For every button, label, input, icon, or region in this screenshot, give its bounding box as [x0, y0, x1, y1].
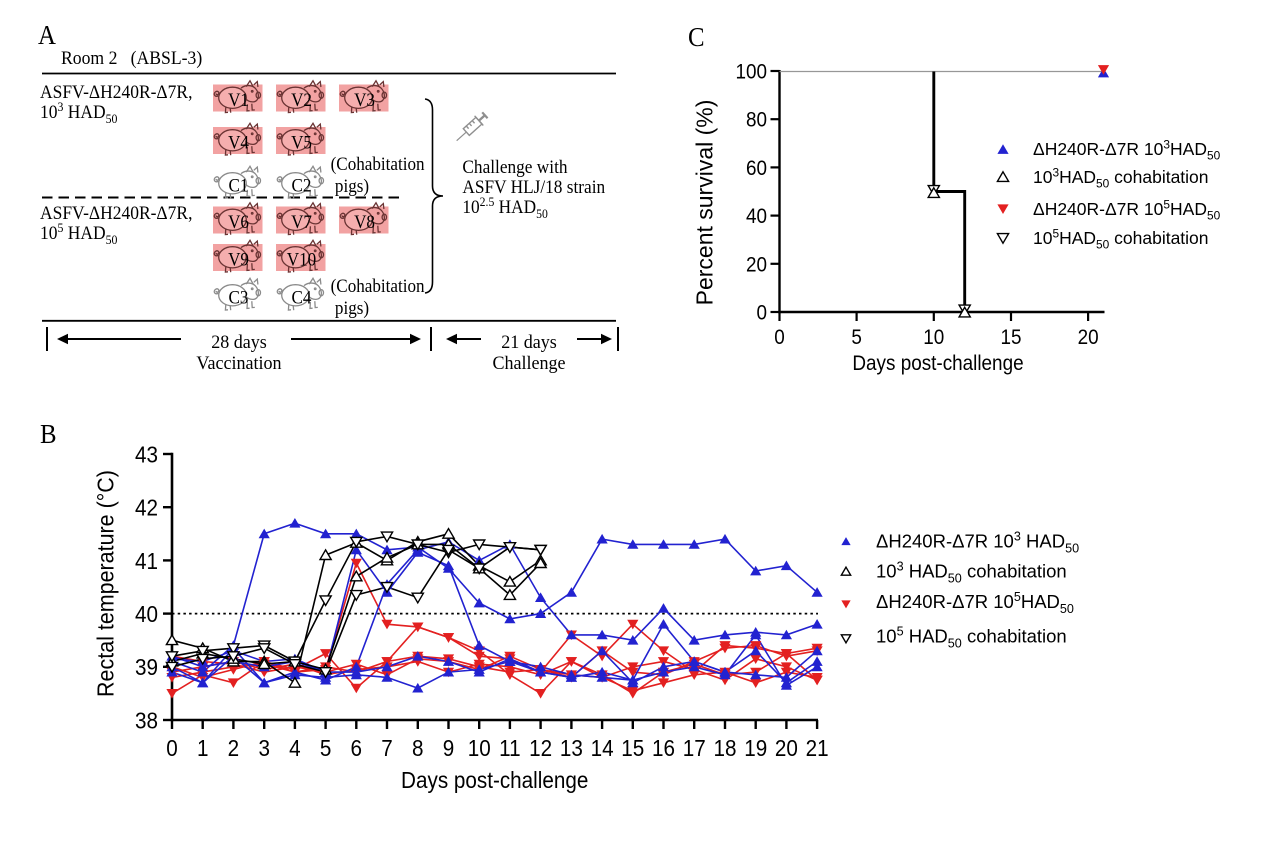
- svg-text:ASFV-ΔH240R-Δ7R,: ASFV-ΔH240R-Δ7R,: [40, 202, 192, 223]
- svg-text:105​ HAD50​: 105​ HAD50​: [40, 221, 117, 247]
- svg-text:103​HAD50​ cohabitation: 103​HAD50​ cohabitation: [1033, 166, 1209, 191]
- svg-text:19: 19: [744, 735, 767, 762]
- svg-text:0: 0: [756, 302, 767, 325]
- svg-text:18: 18: [713, 735, 736, 762]
- svg-text:V6: V6: [228, 211, 249, 232]
- svg-text:20: 20: [1078, 326, 1099, 349]
- svg-text:60: 60: [746, 157, 767, 180]
- svg-text:C1: C1: [229, 175, 249, 196]
- svg-text:pigs): pigs): [335, 297, 369, 319]
- svg-text:Room 2 (ABSL-3): Room 2 (ABSL-3): [61, 47, 202, 69]
- svg-text:0: 0: [166, 735, 178, 762]
- svg-text:V1: V1: [228, 89, 249, 110]
- svg-text:39: 39: [135, 654, 158, 681]
- svg-text:(Cohabitation: (Cohabitation: [331, 275, 425, 297]
- svg-text:11: 11: [499, 735, 520, 762]
- svg-text:(Cohabitation: (Cohabitation: [331, 153, 425, 175]
- svg-text:14: 14: [591, 735, 614, 762]
- svg-text:21: 21: [806, 735, 829, 762]
- svg-text:V10: V10: [287, 249, 316, 270]
- svg-text:C: C: [688, 22, 705, 52]
- svg-text:A: A: [38, 20, 56, 50]
- svg-text:13: 13: [560, 735, 583, 762]
- svg-text:16: 16: [652, 735, 675, 762]
- svg-text:40: 40: [746, 205, 767, 228]
- svg-text:17: 17: [683, 735, 706, 762]
- svg-text:4: 4: [289, 735, 301, 762]
- svg-text:V3: V3: [354, 89, 375, 110]
- svg-text:8: 8: [412, 735, 424, 762]
- svg-text:V8: V8: [354, 211, 375, 232]
- svg-text:15: 15: [1000, 326, 1021, 349]
- svg-text:105​HAD50​ cohabitation: 105​HAD50​ cohabitation: [1033, 227, 1209, 252]
- svg-text:V2: V2: [291, 89, 312, 110]
- svg-text:C3: C3: [229, 287, 249, 308]
- svg-text:12: 12: [529, 735, 552, 762]
- svg-text:ΔH240R-Δ7R 103​ HAD50​: ΔH240R-Δ7R 103​ HAD50​: [876, 530, 1079, 556]
- svg-text:103​ HAD50​ cohabitation: 103​ HAD50​ cohabitation: [876, 560, 1067, 586]
- svg-text:ΔH240R-Δ7R 105​HAD50​: ΔH240R-Δ7R 105​HAD50​: [876, 590, 1074, 616]
- svg-text:C4: C4: [292, 287, 312, 308]
- svg-text:ASFV-ΔH240R-Δ7R,: ASFV-ΔH240R-Δ7R,: [40, 81, 192, 102]
- svg-text:V9: V9: [228, 249, 249, 270]
- svg-text:5: 5: [851, 326, 862, 349]
- svg-text:3: 3: [258, 735, 270, 762]
- svg-text:6: 6: [351, 735, 363, 762]
- svg-text:Challenge: Challenge: [492, 353, 565, 375]
- svg-text:V7: V7: [291, 211, 312, 232]
- svg-text:ASFV HLJ/18 strain: ASFV HLJ/18 strain: [462, 176, 605, 197]
- svg-text:105​ HAD50​ cohabitation: 105​ HAD50​ cohabitation: [876, 625, 1067, 651]
- svg-text:V5: V5: [291, 132, 312, 153]
- svg-text:20: 20: [746, 253, 767, 276]
- svg-text:102.5​ HAD50​: 102.5​ HAD50​: [462, 194, 547, 221]
- svg-text:2: 2: [228, 735, 240, 762]
- svg-text:21 days: 21 days: [501, 332, 557, 354]
- svg-text:42: 42: [135, 494, 158, 521]
- svg-text:ΔH240R-Δ7R 103​HAD50​: ΔH240R-Δ7R 103​HAD50​: [1033, 138, 1221, 163]
- svg-text:Challenge with: Challenge with: [462, 156, 567, 177]
- svg-text:Days post-challenge: Days post-challenge: [852, 352, 1023, 375]
- svg-text:43: 43: [135, 441, 158, 468]
- svg-text:Vaccination: Vaccination: [196, 353, 281, 375]
- svg-text:10: 10: [468, 735, 491, 762]
- svg-text:Rectal temperature (°C): Rectal temperature (°C): [93, 470, 119, 697]
- svg-text:80: 80: [746, 109, 767, 132]
- svg-text:5: 5: [320, 735, 332, 762]
- svg-text:100: 100: [735, 61, 767, 84]
- svg-text:Percent survival (%): Percent survival (%): [692, 100, 718, 306]
- svg-text:B: B: [40, 419, 57, 449]
- svg-text:10: 10: [923, 326, 944, 349]
- svg-text:C2: C2: [292, 175, 312, 196]
- svg-text:ΔH240R-Δ7R 105​HAD50​: ΔH240R-Δ7R 105​HAD50​: [1033, 197, 1221, 222]
- svg-text:1: 1: [197, 735, 209, 762]
- svg-text:40: 40: [135, 601, 158, 628]
- svg-text:38: 38: [135, 707, 158, 734]
- svg-text:9: 9: [443, 735, 455, 762]
- svg-text:pigs): pigs): [335, 175, 369, 197]
- svg-text:0: 0: [774, 326, 785, 349]
- svg-text:103​ HAD50​: 103​ HAD50​: [40, 100, 117, 126]
- svg-text:V4: V4: [228, 132, 249, 153]
- svg-text:20: 20: [775, 735, 798, 762]
- svg-text:15: 15: [621, 735, 644, 762]
- svg-text:28 days: 28 days: [211, 332, 267, 354]
- svg-text:41: 41: [135, 548, 158, 575]
- svg-text:7: 7: [381, 735, 393, 762]
- svg-text:Days post-challenge: Days post-challenge: [401, 767, 588, 794]
